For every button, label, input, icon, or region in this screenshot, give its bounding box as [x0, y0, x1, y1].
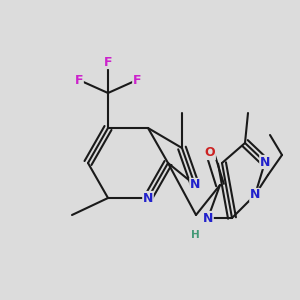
Text: N: N — [250, 188, 260, 202]
Text: F: F — [75, 74, 83, 86]
Text: H: H — [190, 230, 200, 240]
Text: O: O — [205, 146, 215, 160]
Text: N: N — [143, 191, 153, 205]
Text: F: F — [133, 74, 141, 86]
Text: N: N — [203, 212, 213, 224]
Text: N: N — [190, 178, 200, 191]
Text: F: F — [104, 56, 112, 68]
Text: N: N — [260, 155, 270, 169]
